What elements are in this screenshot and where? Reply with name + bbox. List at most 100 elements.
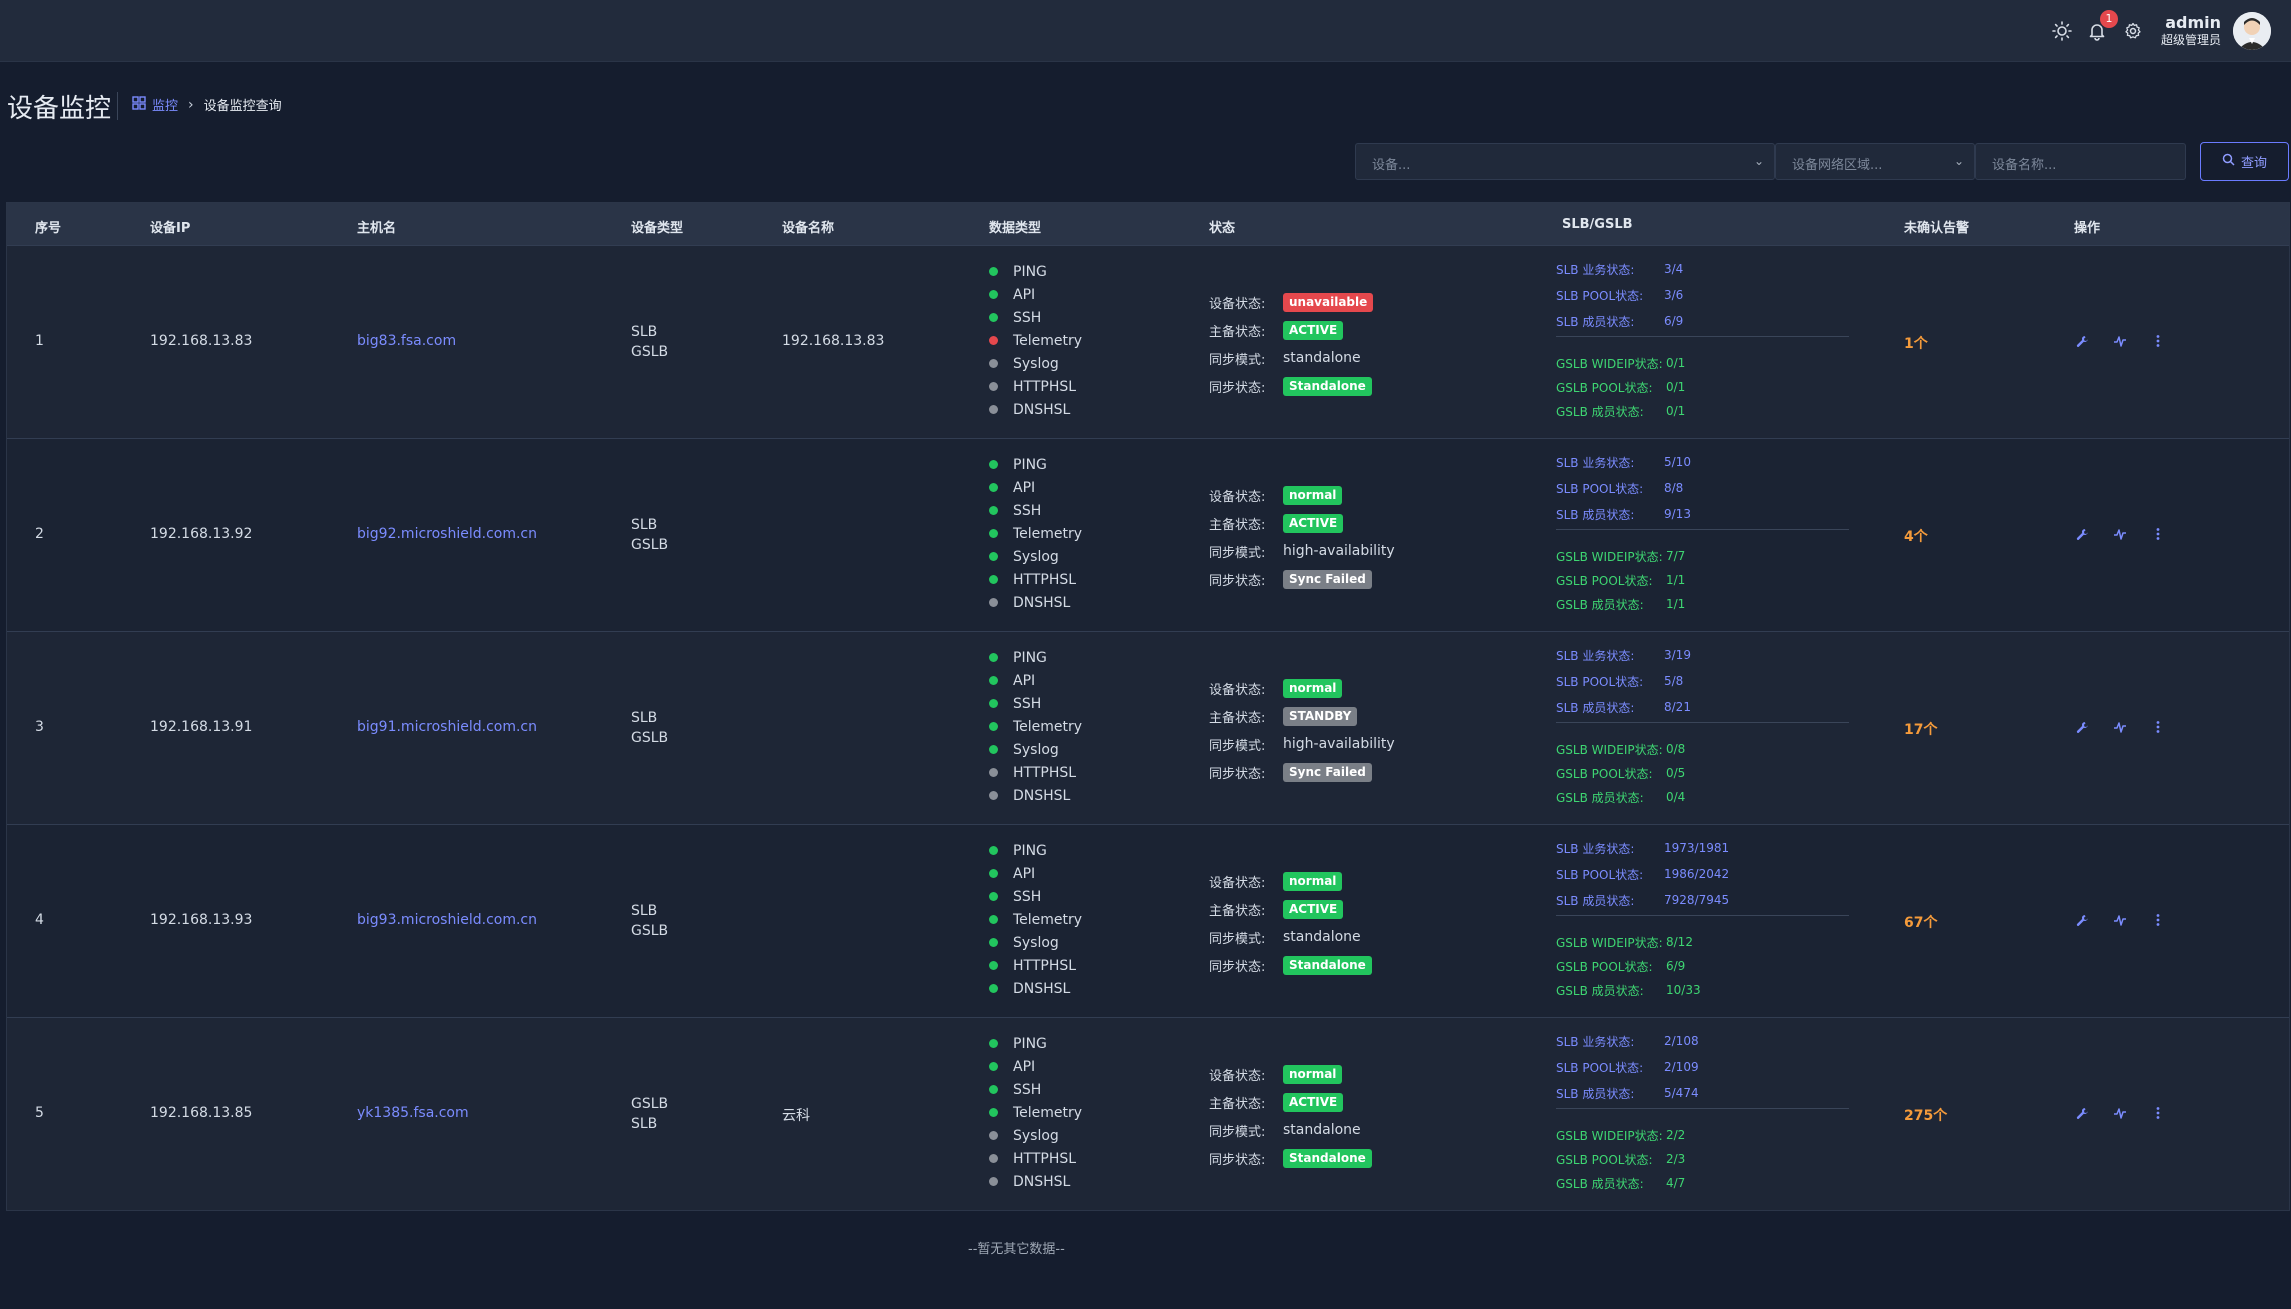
network-zone-select[interactable]: 设备网络区域... ⌄	[1775, 143, 1975, 180]
unconfirmed-alarm-count[interactable]: 4个	[1904, 529, 1928, 545]
slb-stat-line: SLB 业务状态: 1973/1981	[1556, 835, 1849, 861]
sync-mode-line: 同步模式: standalone	[1209, 344, 1373, 372]
more-vertical-icon[interactable]	[2151, 913, 2165, 927]
sync-mode-value: standalone	[1283, 350, 1361, 366]
activity-pulse-icon[interactable]	[2113, 1106, 2127, 1120]
ha-status-line: 主备状态: ACTIVE	[1209, 316, 1373, 344]
row-hostname-link[interactable]: big83.fsa.com	[357, 333, 457, 349]
status-dot-icon	[989, 405, 998, 414]
more-vertical-icon[interactable]	[2151, 720, 2165, 734]
unconfirmed-alarm-count[interactable]: 275个	[1904, 1108, 1948, 1124]
gslb-stat-value: 8/12	[1666, 935, 1693, 949]
data-type-name: SSH	[1013, 309, 1042, 326]
row-hostname-link[interactable]: big91.microshield.com.cn	[357, 719, 537, 735]
slb-stat-label: SLB 成员状态:	[1556, 700, 1635, 715]
table-header: 序号 设备IP 主机名 设备类型 设备名称 数据类型 状态 SLB/GSLB 未…	[7, 203, 2289, 245]
slb-stat-line: SLB POOL状态: 1986/2042	[1556, 861, 1849, 887]
status-dot-icon	[989, 768, 998, 777]
gslb-stat-value: 0/1	[1666, 356, 1686, 370]
gslb-stat-value: 2/3	[1666, 1152, 1686, 1166]
status-label: 设备状态:	[1209, 875, 1266, 891]
more-vertical-icon[interactable]	[2151, 1106, 2165, 1120]
slb-gslb-divider	[1556, 336, 1849, 337]
data-type-item: PING	[989, 839, 1082, 862]
wrench-icon[interactable]	[2075, 913, 2089, 927]
device-status-badge: normal	[1283, 485, 1343, 505]
slb-stat-line: SLB 业务状态: 2/108	[1556, 1028, 1849, 1054]
gslb-stat-value: 7/7	[1666, 549, 1686, 563]
row-hostname-link[interactable]: yk1385.fsa.com	[357, 1105, 469, 1121]
activity-pulse-icon[interactable]	[2113, 720, 2127, 734]
status-dot-icon	[989, 869, 998, 878]
status-dot-icon	[989, 846, 998, 855]
data-type-name: Syslog	[1013, 1127, 1059, 1144]
device-name-input[interactable]: 设备名称...	[1975, 143, 2186, 180]
table-row: 1 192.168.13.83 big83.fsa.com SLB GSLB 1…	[7, 245, 2289, 438]
sync-mode-line: 同步模式: standalone	[1209, 1116, 1372, 1144]
sync-mode-line: 同步模式: high-availability	[1209, 537, 1395, 565]
slb-stat-label: SLB 成员状态:	[1556, 507, 1635, 522]
avatar[interactable]	[2233, 12, 2271, 50]
row-device-types: SLB GSLB	[631, 515, 668, 555]
wrench-icon[interactable]	[2075, 720, 2089, 734]
col-index: 序号	[35, 221, 62, 236]
wrench-icon[interactable]	[2075, 527, 2089, 541]
status-dot-icon	[989, 722, 998, 731]
slb-stat-line: SLB 业务状态: 5/10	[1556, 449, 1849, 475]
user-info[interactable]: admin 超级管理员	[2161, 14, 2221, 48]
activity-pulse-icon[interactable]	[2113, 334, 2127, 348]
search-icon	[2222, 153, 2235, 170]
data-type-list: PING API SSH Telemetry Syslog HTTPHSL DN…	[989, 453, 1082, 614]
slb-stat-label: SLB POOL状态:	[1556, 288, 1644, 303]
status-dot-icon	[989, 382, 998, 391]
sync-mode-line: 同步模式: standalone	[1209, 923, 1372, 951]
data-type-name: PING	[1013, 456, 1047, 473]
wrench-icon[interactable]	[2075, 1106, 2089, 1120]
slb-stat-value: 5/474	[1664, 1086, 1699, 1100]
data-type-item: DNSHSL	[989, 398, 1082, 421]
status-dot-icon	[989, 336, 998, 345]
page-title: 设备监控	[7, 94, 112, 124]
activity-pulse-icon[interactable]	[2113, 527, 2127, 541]
notification-bell-icon[interactable]: 1	[2084, 10, 2118, 44]
unconfirmed-alarm-count[interactable]: 17个	[1904, 722, 1938, 738]
breadcrumb-root-link[interactable]: 监控	[152, 99, 179, 114]
data-type-item: HTTPHSL	[989, 568, 1082, 591]
dashboard-grid-icon[interactable]	[132, 95, 146, 114]
data-type-name: PING	[1013, 1035, 1047, 1052]
unconfirmed-alarm-count[interactable]: 67个	[1904, 915, 1938, 931]
gslb-stat-label: GSLB 成员状态:	[1556, 790, 1644, 805]
status-label: 设备状态:	[1209, 296, 1266, 312]
wrench-icon[interactable]	[2075, 334, 2089, 348]
device-status-line: 设备状态: normal	[1209, 867, 1372, 895]
top-bar: 1 admin 超级管理员	[0, 0, 2291, 61]
slb-gslb-block: SLB 业务状态: 2/108 SLB POOL状态: 2/109 SLB 成员…	[1556, 1028, 1849, 1195]
col-ip: 设备IP	[150, 221, 191, 236]
gslb-stat-line: GSLB WIDEIP状态: 7/7	[1556, 544, 1849, 568]
slb-stat-label: SLB 成员状态:	[1556, 893, 1635, 908]
data-type-item: SSH	[989, 885, 1082, 908]
gslb-stat-line: GSLB 成员状态: 1/1	[1556, 592, 1849, 616]
gslb-stat-value: 2/2	[1666, 1128, 1686, 1142]
theme-toggle-sun-icon[interactable]	[2049, 18, 2075, 44]
status-dot-icon	[989, 791, 998, 800]
slb-stat-line: SLB 成员状态: 8/21	[1556, 694, 1849, 720]
gslb-stat-line: GSLB POOL状态: 0/5	[1556, 761, 1849, 785]
search-button[interactable]: 查询	[2200, 142, 2289, 181]
settings-gear-icon[interactable]	[2120, 18, 2146, 44]
row-hostname-link[interactable]: big93.microshield.com.cn	[357, 912, 537, 928]
row-hostname-link[interactable]: big92.microshield.com.cn	[357, 526, 537, 542]
data-type-item: Telemetry	[989, 908, 1082, 931]
row-ip: 192.168.13.91	[150, 719, 253, 735]
data-type-item: API	[989, 669, 1082, 692]
slb-stat-line: SLB POOL状态: 8/8	[1556, 475, 1849, 501]
title-divider	[117, 92, 118, 120]
more-vertical-icon[interactable]	[2151, 527, 2165, 541]
gslb-stat-value: 0/4	[1666, 790, 1686, 804]
more-vertical-icon[interactable]	[2151, 334, 2165, 348]
device-select[interactable]: 设备... ⌄	[1355, 143, 1775, 180]
data-type-name: HTTPHSL	[1013, 957, 1077, 974]
unconfirmed-alarm-count[interactable]: 1个	[1904, 336, 1928, 352]
data-type-item: API	[989, 1055, 1082, 1078]
activity-pulse-icon[interactable]	[2113, 913, 2127, 927]
